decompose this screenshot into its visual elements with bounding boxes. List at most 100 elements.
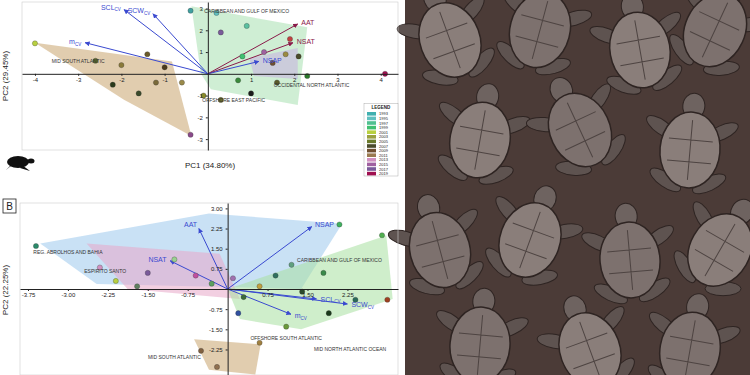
tick-label: -3.75 <box>22 292 36 298</box>
tick: -3.75 <box>22 289 36 298</box>
tick: 0.75 <box>211 266 228 272</box>
point <box>337 222 342 227</box>
point <box>379 233 384 238</box>
point <box>135 284 140 289</box>
point <box>32 41 37 46</box>
tick-label: 2.25 <box>211 226 223 232</box>
y-axis-title: PC2 (29.45%) <box>1 51 10 102</box>
tick-label: -2 <box>197 115 203 121</box>
point <box>289 262 294 267</box>
tick: -2 <box>197 115 207 121</box>
legend-swatch <box>367 126 376 130</box>
panel: -3.75-3.00-2.25-1.50-0.750.751.502.253.0… <box>1 199 399 375</box>
plot-area <box>33 213 392 374</box>
photo-scutes <box>511 0 569 65</box>
vector-name: SCW <box>351 301 368 308</box>
photo-turtle <box>427 284 534 375</box>
tick: 1 <box>199 49 207 55</box>
point <box>145 270 150 275</box>
tick: -2 <box>119 74 125 83</box>
photo-scutes <box>663 317 717 375</box>
point <box>113 278 118 283</box>
tick: 0.75 <box>262 289 274 298</box>
photo-turtle <box>423 75 538 195</box>
tick-mark <box>35 74 36 76</box>
vector-subscript: CV <box>368 305 374 310</box>
tick: 2.25 <box>211 226 228 232</box>
tick: -0.75 <box>181 289 195 298</box>
tick-mark <box>226 229 228 230</box>
axis-line <box>23 74 399 75</box>
vector-label: SCLCV <box>321 296 341 305</box>
vector-label: mCV <box>69 38 81 47</box>
vector-name: SCL <box>101 4 115 11</box>
tick-label: -1.50 <box>209 327 223 333</box>
tick-mark <box>226 269 228 270</box>
tick: -1.50 <box>209 327 228 333</box>
tick-label: 3 <box>199 6 203 12</box>
legend-swatch <box>367 153 376 157</box>
point <box>241 294 246 299</box>
annotation: MID NORTH ATLANTIC OCEAN <box>314 346 387 352</box>
photo-shell <box>549 304 631 375</box>
photo-shell <box>401 206 479 295</box>
tick-mark <box>206 30 208 31</box>
photo-scutes <box>559 314 621 375</box>
tick-mark <box>206 139 208 140</box>
photo-scutes <box>605 228 654 292</box>
photo-scutes <box>411 215 469 284</box>
tick-label: -3 <box>76 77 82 83</box>
loading-vector <box>208 61 259 73</box>
group-label: REG. ABROLHOS AND BAHIA <box>33 249 103 255</box>
tick-mark <box>226 349 228 350</box>
tick: -3.00 <box>62 289 76 298</box>
vector-label: NSAT <box>148 256 167 263</box>
point <box>136 91 141 96</box>
photo-turtle <box>633 285 748 375</box>
tick-mark <box>226 208 228 209</box>
vector-subscript: CV <box>301 316 307 321</box>
loading-vector <box>170 261 227 289</box>
point <box>162 65 167 70</box>
legend-swatch <box>367 112 376 116</box>
tick-label: 1 <box>250 77 254 83</box>
point <box>287 36 292 41</box>
plot-area <box>32 6 387 137</box>
group-label: OCCIDENTAL NORTH ATLANTIC <box>274 82 350 88</box>
photo-turtle <box>524 280 652 375</box>
legend-swatch <box>367 135 376 139</box>
tick-mark <box>268 289 269 291</box>
annotation: OFFSHORE SOUTH ATLANTIC <box>250 335 322 341</box>
loading-vector <box>124 10 208 74</box>
plot-frame <box>20 203 398 375</box>
vector-label: AAT <box>301 19 315 26</box>
photo-shell <box>537 83 623 177</box>
legend-label: 2019 <box>379 171 389 176</box>
legend-box <box>364 104 398 176</box>
point <box>326 311 331 316</box>
tick-label: 4 <box>380 77 384 83</box>
group-label: MID SOUTH ATLANTIC <box>148 354 201 360</box>
point <box>248 91 253 96</box>
tick-mark <box>165 74 166 76</box>
photo-shell <box>657 110 723 191</box>
vector-name: NSAT <box>297 38 316 45</box>
point <box>235 78 240 83</box>
point <box>193 273 198 278</box>
vector-label: NSAP <box>263 57 282 64</box>
panel-label-box <box>3 199 16 213</box>
tick: 1 <box>250 74 254 83</box>
point <box>244 23 249 28</box>
axis: 3.002.251.500.75-0.75-1.50-2.25 <box>209 204 228 375</box>
photo-shell <box>501 0 579 74</box>
loading-vector <box>228 289 348 304</box>
tick: -4 <box>33 74 39 83</box>
vector-name: AAT <box>301 19 315 26</box>
tick-label: 2 <box>199 28 203 34</box>
point <box>198 348 203 353</box>
photo-turtle <box>480 0 602 88</box>
vector-name: AAT <box>184 221 198 228</box>
point <box>119 63 124 68</box>
tick-label: -3 <box>197 137 203 143</box>
photo-shell <box>444 97 516 182</box>
